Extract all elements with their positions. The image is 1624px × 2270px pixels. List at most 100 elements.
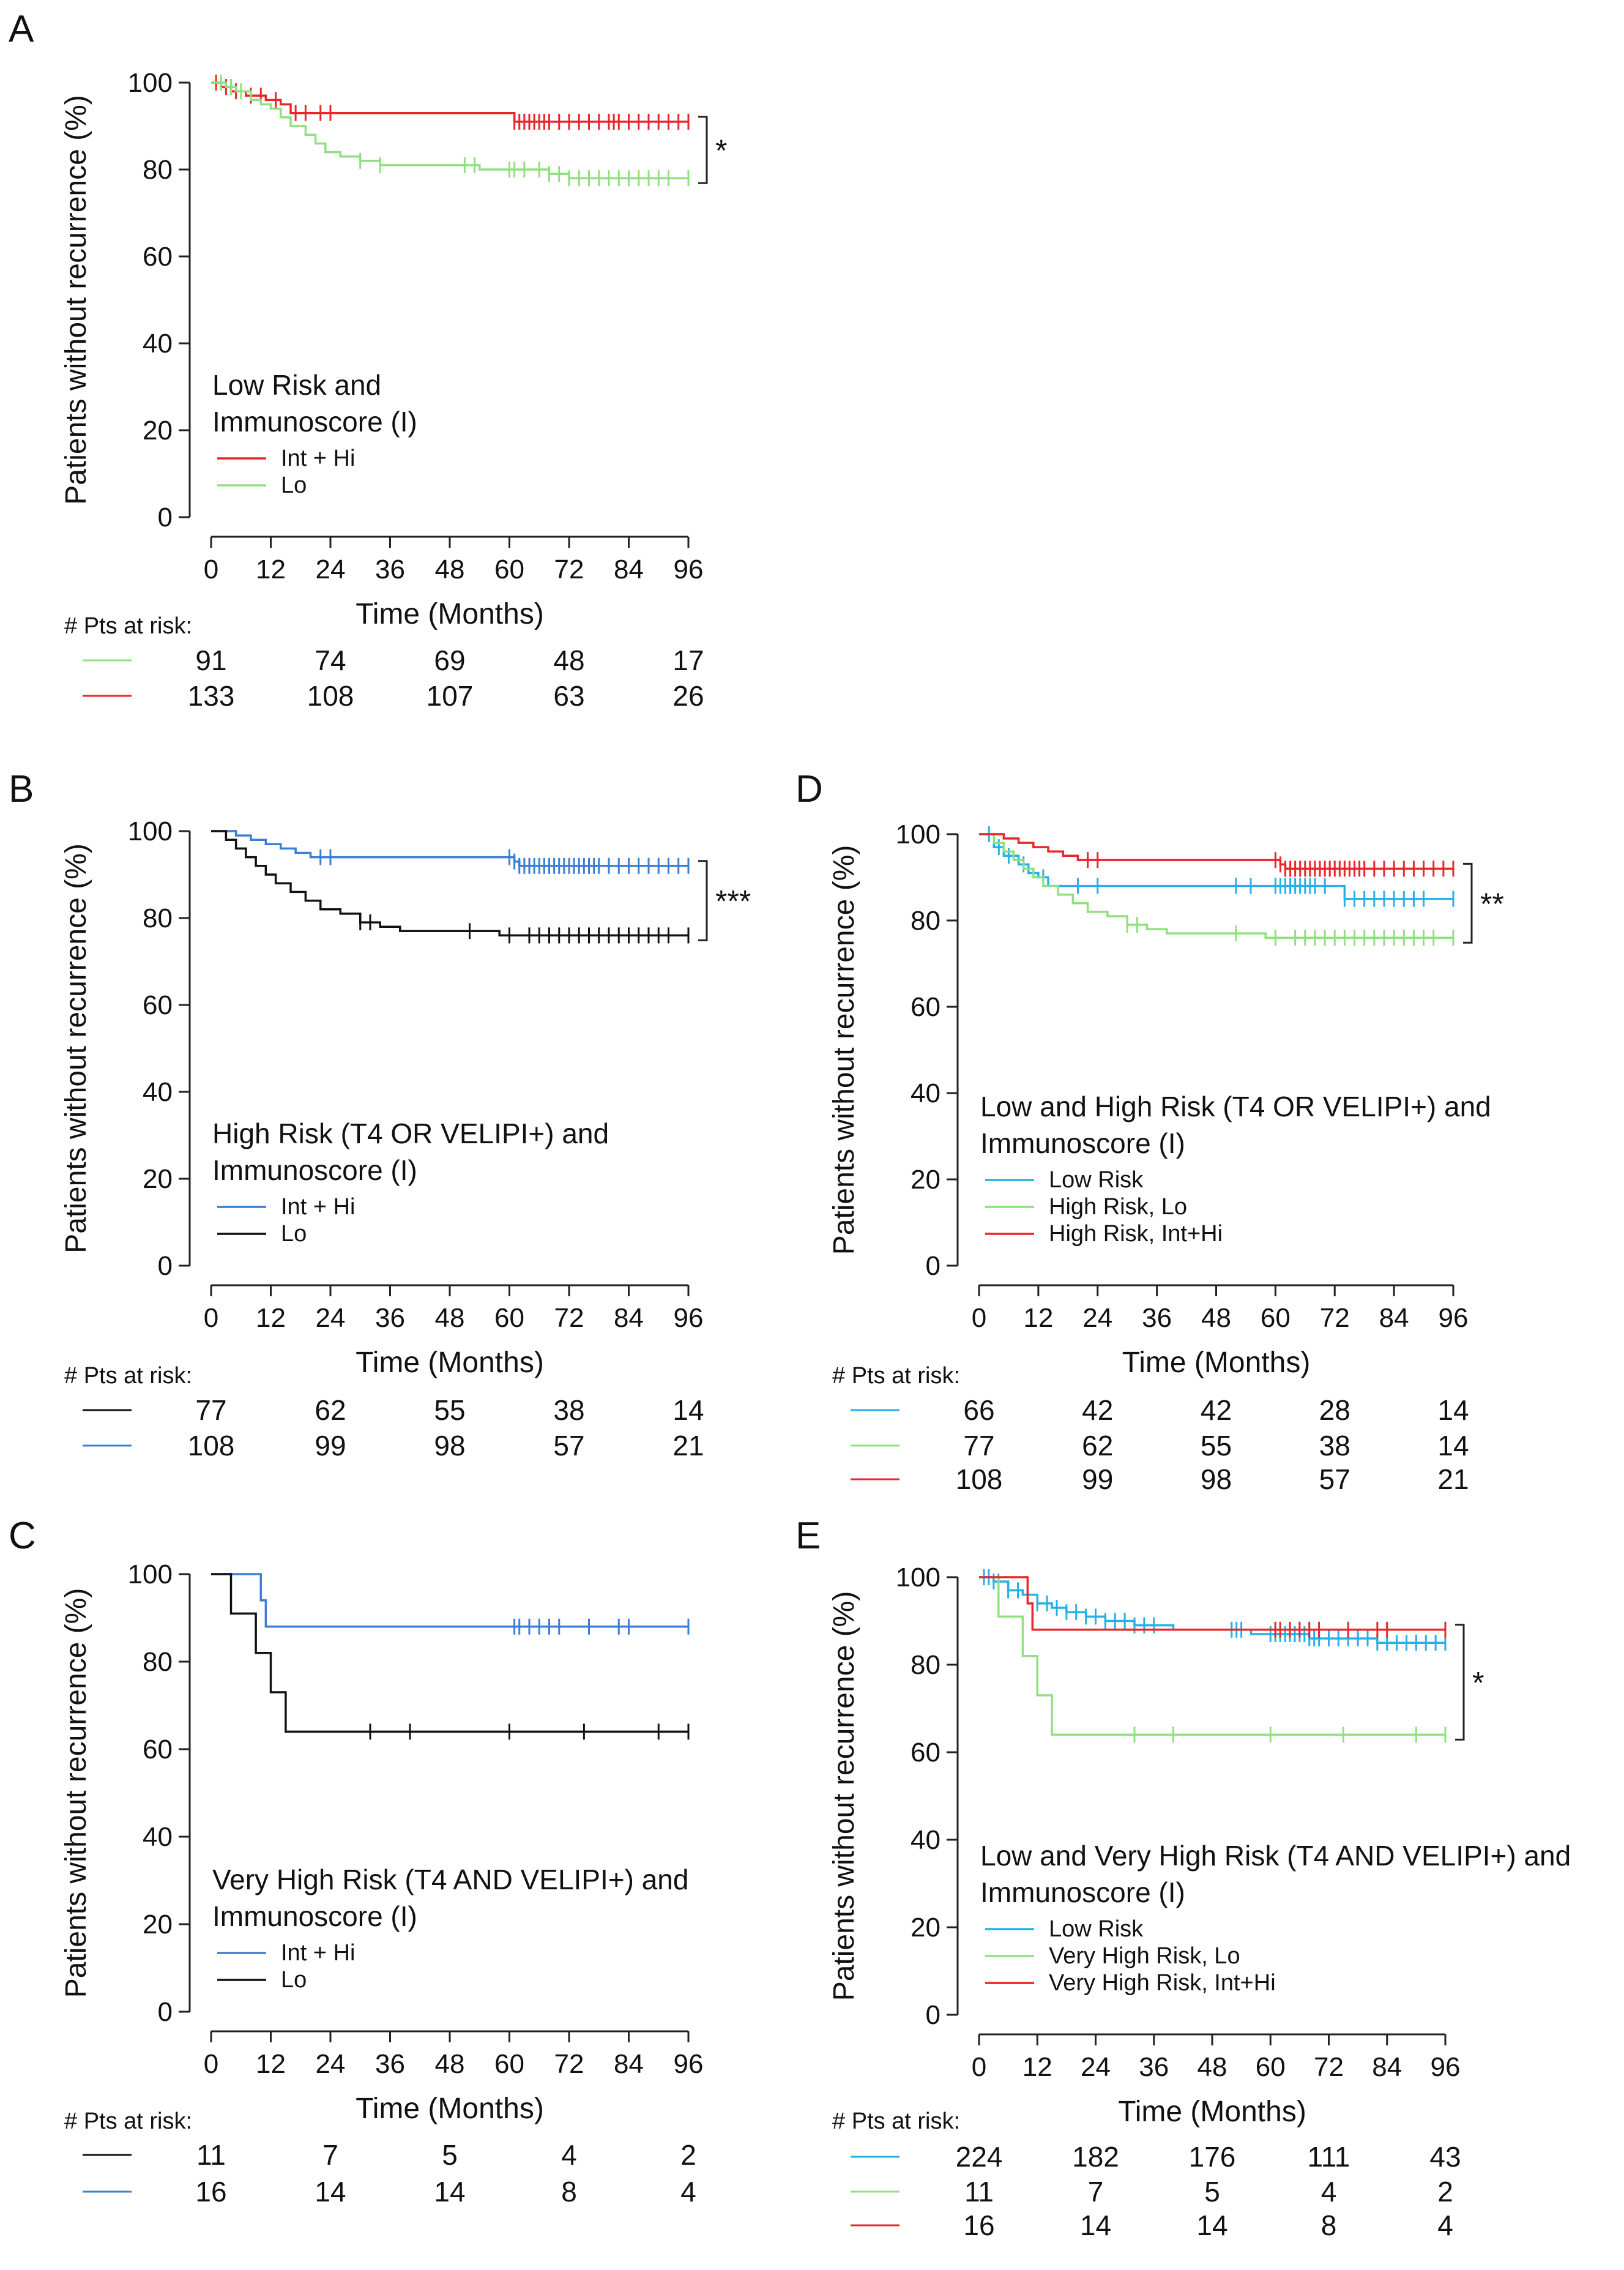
x-tick-label: 48	[1201, 1303, 1231, 1333]
risk-count: 62	[315, 1394, 346, 1426]
risk-count: 55	[434, 1394, 465, 1426]
risk-count: 14	[672, 1394, 704, 1426]
series-lo	[211, 1573, 690, 1740]
x-axis-title: Time (Months)	[356, 1346, 544, 1379]
survival-curve	[979, 833, 1453, 939]
x-tick-label: 60	[494, 2049, 524, 2079]
bracket-line	[1455, 1624, 1465, 1741]
risk-count: 48	[553, 644, 584, 676]
survival-curve	[211, 830, 688, 867]
risk-count: 17	[672, 644, 704, 676]
risk-table-label: # Pts at risk:	[64, 613, 192, 639]
bracket-line	[1463, 862, 1473, 944]
risk-count: 14	[315, 2176, 346, 2208]
series-int-hi	[211, 1573, 690, 1635]
y-tick-label: 80	[143, 155, 173, 185]
legend-title: Very High Risk (T4 AND VELIPI+) and	[212, 1864, 688, 1895]
legend-entry: Very High Risk, Int+Hi	[985, 1970, 1276, 1996]
risk-count: 38	[553, 1394, 584, 1426]
x-tick-label: 60	[494, 1303, 524, 1333]
legend: High Risk (T4 OR VELIPI+) and Immunoscore…	[212, 1118, 609, 1247]
risk-count: 8	[561, 2176, 577, 2208]
x-tick-label: 12	[256, 2049, 286, 2079]
legend-label: Int + Hi	[281, 1194, 355, 1220]
significance-label: **	[1480, 887, 1504, 921]
bracket-line	[698, 116, 708, 184]
x-tick-label: 60	[1256, 2052, 1286, 2082]
x-axis: 0 12 24 36 48 60 72 84 96 Time (Months)	[204, 536, 703, 630]
survival-curve	[979, 1576, 1445, 1736]
x-axis: 0 12 24 36 48 60 72 84 96 Time (Months)	[972, 1284, 1468, 1379]
y-axis-title: Patients without recurrence (%)	[60, 95, 92, 505]
survival-curve	[211, 830, 688, 937]
risk-count: 108	[956, 1463, 1003, 1495]
risk-count: 74	[315, 644, 346, 676]
survival-curve	[979, 1576, 1445, 1631]
legend-entry: High Risk, Int+Hi	[985, 1221, 1223, 1247]
y-axis-title: Patients without recurrence (%)	[828, 1591, 860, 2001]
x-tick-label: 96	[674, 1303, 704, 1333]
x-tick-label: 72	[1314, 2052, 1344, 2082]
legend-entry: Very High Risk, Lo	[985, 1943, 1240, 1969]
panel-letter: B	[9, 768, 34, 810]
risk-table: # Pts at risk:66 42 42 28 14 77 62 55 38 14 108 99 9…	[832, 1363, 1469, 1495]
x-tick-label: 0	[972, 2052, 986, 2082]
risk-count: 111	[1308, 2141, 1350, 2173]
y-tick-label: 40	[143, 1822, 173, 1852]
risk-row: 66 42 42 28 14	[851, 1394, 1469, 1426]
y-tick-label: 0	[158, 1251, 173, 1281]
y-axis: 0 20 40 60 80 100 Patients without recurrence …	[828, 1562, 959, 2030]
x-tick-label: 36	[375, 2049, 405, 2079]
y-tick-label: 40	[143, 1077, 173, 1107]
risk-count: 14	[1080, 2209, 1111, 2241]
x-tick-label: 36	[1142, 1303, 1172, 1333]
risk-count: 14	[1437, 1430, 1469, 1462]
legend-title: Immunoscore (I)	[212, 406, 417, 438]
significance-label: *	[1472, 1666, 1484, 1700]
y-tick-label: 80	[143, 1647, 173, 1677]
x-tick-label: 24	[316, 2049, 346, 2079]
legend-title: Low and Very High Risk (T4 AND VELIPI+) …	[980, 1840, 1571, 1872]
y-tick-label: 20	[143, 1910, 173, 1940]
risk-count: 4	[1437, 2209, 1453, 2241]
panel-d: D 0 20 40 60 80 100 Patients without recurrence…	[795, 768, 1504, 1495]
risk-count: 14	[1437, 1394, 1469, 1426]
risk-count: 5	[1204, 2176, 1220, 2208]
x-axis: 0 12 24 36 48 60 72 84 96 Time (Months)	[204, 1284, 704, 1379]
risk-row: 11 7 5 4 2	[851, 2176, 1453, 2208]
series-very-high-risk-lo	[979, 1576, 1447, 1743]
risk-row: 108 99 98 57 21	[851, 1463, 1469, 1495]
x-tick-label: 0	[204, 1303, 218, 1333]
y-tick-label: 100	[128, 816, 173, 846]
risk-table-label: # Pts at risk:	[64, 1363, 192, 1389]
x-tick-label: 24	[316, 554, 346, 584]
y-tick-label: 100	[128, 68, 173, 98]
y-tick-label: 0	[926, 1251, 941, 1281]
x-tick-label: 96	[674, 2049, 704, 2079]
legend-label: Very High Risk, Lo	[1049, 1943, 1240, 1969]
x-tick-label: 48	[435, 2049, 465, 2079]
legend-title: Low and High Risk (T4 OR VELIPI+) and	[980, 1091, 1491, 1122]
x-tick-label: 12	[256, 554, 286, 584]
x-tick-label: 48	[435, 554, 465, 584]
y-tick-label: 60	[143, 242, 173, 272]
bracket-line	[698, 860, 708, 941]
survival-curve	[211, 1573, 688, 1733]
panel-letter: E	[795, 1515, 821, 1557]
risk-count: 2	[680, 2139, 696, 2171]
significance-label: *	[715, 133, 727, 168]
significance-bracket: **	[1463, 862, 1504, 944]
legend-title: Immunoscore (I)	[980, 1127, 1185, 1159]
risk-table: # Pts at risk:91 74 69 48 17 133 108 107 63 26	[64, 613, 704, 712]
risk-row: 77 62 55 38 14	[851, 1430, 1469, 1462]
risk-count: 28	[1319, 1394, 1350, 1426]
risk-row: 11 7 5 4 2	[83, 2139, 696, 2171]
y-tick-label: 20	[143, 1164, 173, 1194]
risk-table-label: # Pts at risk:	[832, 1363, 960, 1389]
panel-letter: C	[9, 1515, 36, 1557]
x-tick-label: 96	[1431, 2052, 1461, 2082]
legend-title: High Risk (T4 OR VELIPI+) and	[212, 1118, 609, 1149]
survival-curve	[211, 81, 688, 179]
